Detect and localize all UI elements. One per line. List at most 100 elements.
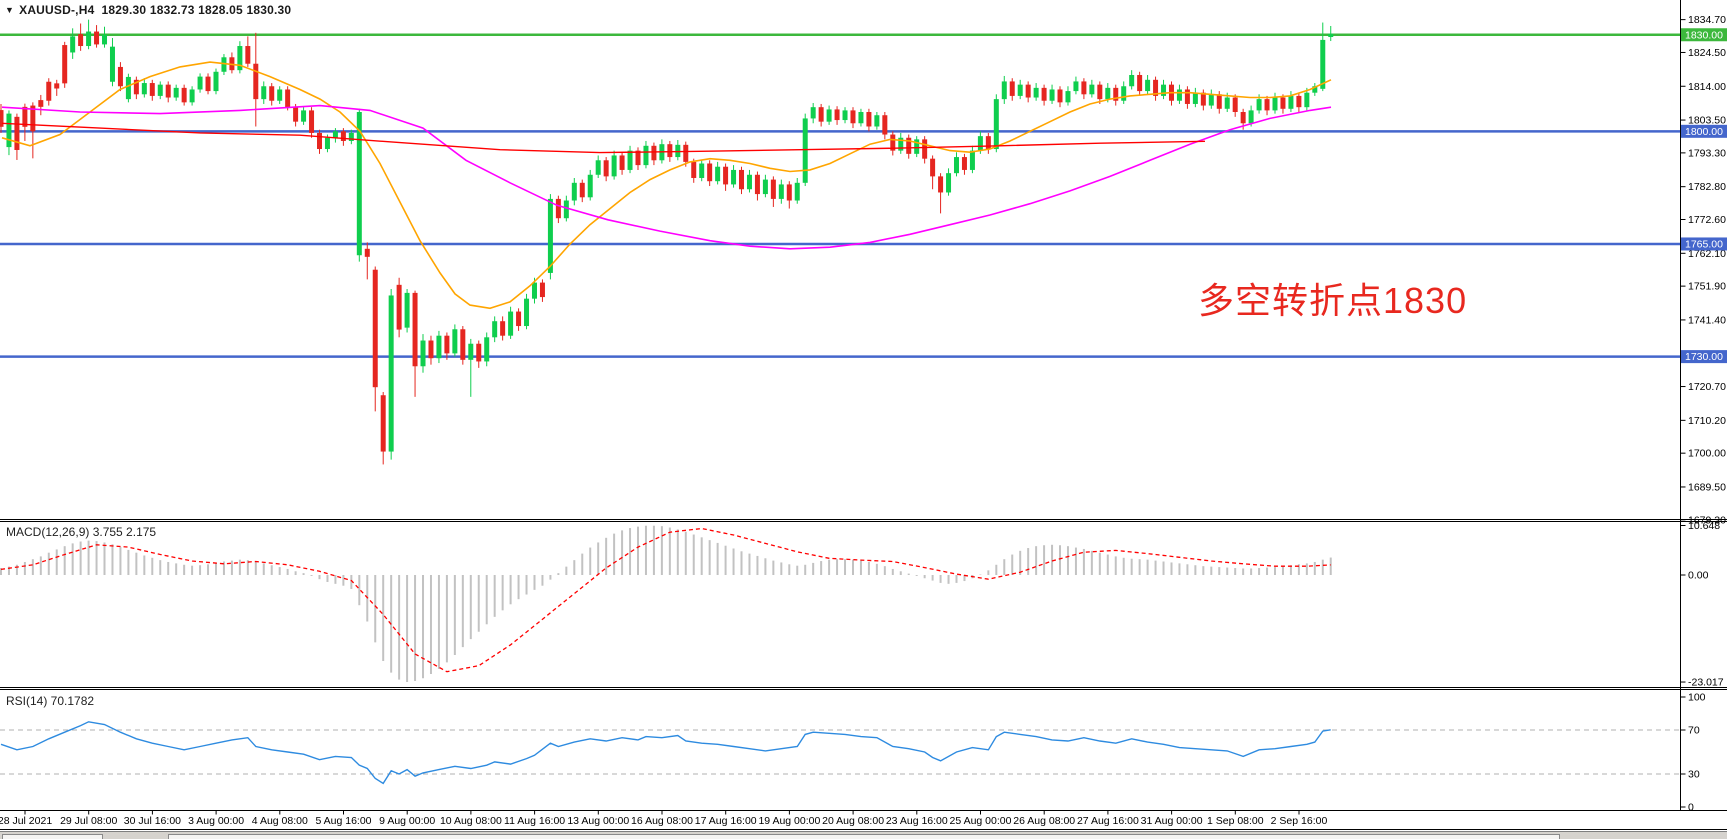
bottom-tab[interactable] [2,834,103,839]
candle-body [14,116,20,150]
candle-body [484,337,490,362]
candle-body [969,150,975,170]
time-axis-label: 31 Aug 00:00 [1141,815,1203,827]
time-axis-label: 1 Sep 08:00 [1207,815,1264,827]
candle-body [1264,99,1270,111]
price-axis-label: 1824.50 [1688,47,1726,59]
symbol-period-label: XAUUSD-,H4 [19,3,95,17]
candle-body [954,157,959,174]
bottom-tab-strip [0,831,1727,839]
candle-body [173,87,179,98]
candle-body [794,182,800,201]
candle-body [213,71,219,92]
candle-body [38,100,44,107]
ma-line-magenta [1,104,1332,250]
candle-body [977,136,983,151]
candle-body [826,109,832,122]
candle-body [555,198,561,219]
rsi-panel: 100 70 30 0 [0,692,1706,814]
price-level-badge [1681,124,1727,138]
candle-body [1328,33,1334,38]
candle-body [715,166,721,182]
candle-body [508,311,514,336]
time-axis[interactable]: 28 Jul 2021 29 Jul 08:00 30 Jul 16:00 3 Aug… [0,810,1327,828]
candle-body [1240,112,1246,124]
candle-body [46,81,52,101]
price-level-badge-label: 1765.00 [1685,238,1723,250]
chart-annotation-text[interactable]: 多空转折点1830 [1198,280,1468,321]
candle-body [412,292,418,367]
candle-body [802,118,808,183]
candle-body [197,76,203,90]
price-axis-label: 1772.60 [1688,214,1726,226]
price-axis-label: 1762.10 [1688,248,1726,260]
time-axis-label: 13 Aug 00:00 [567,815,629,827]
candle-body [6,113,12,148]
candle-body [1065,91,1071,103]
time-axis-label: 26 Aug 08:00 [1013,815,1075,827]
candle-body [683,144,689,162]
candle-body [1232,97,1238,113]
candle-body [619,155,625,170]
price-axis-label: 1679.30 [1688,514,1726,526]
candle-body [109,46,115,82]
price-axis[interactable]: 1834.70 1824.50 1814.00 1803.50 1793.30 1782.… [1680,14,1727,526]
rsi-axis-label: 70 [1688,725,1700,737]
candle-body [1192,92,1198,104]
candle-body [1073,81,1079,92]
candle-body [539,282,545,298]
candle-body [516,311,522,327]
candle-body [1145,79,1151,92]
candle-body [1320,39,1326,89]
candle-body [309,110,315,133]
horizontal-level-lines [0,33,1680,358]
candle-body [587,174,593,198]
candles-layer [0,19,1334,465]
candle-body [157,84,163,96]
candle-body [1153,79,1159,96]
candle-body [643,145,649,166]
candle-body [1184,89,1190,104]
candle-body [922,139,928,159]
candle-body [436,335,442,359]
candle-body [86,31,92,47]
candle-body [882,115,888,135]
time-axis-label: 17 Aug 16:00 [695,815,757,827]
bottom-tab[interactable] [168,834,1560,839]
time-axis-label: 11 Aug 16:00 [504,815,565,827]
candle-body [1176,89,1182,101]
candle-body [635,150,641,166]
candle-body [1009,81,1015,96]
candle-body [404,292,410,328]
candle-body [428,340,434,359]
rsi-axis-label: 100 [1688,692,1706,704]
candle-body [611,155,617,177]
candle-body [818,107,824,122]
price-axis-label: 1782.80 [1688,181,1726,193]
candle-body [452,329,458,354]
candle-body [786,184,792,201]
candle-body [340,131,346,141]
candle-body [1137,74,1143,92]
time-axis-label: 23 Aug 16:00 [886,815,948,827]
candle-body [930,158,936,177]
candle-body [754,174,760,195]
candle-body [810,107,816,119]
candle-body [181,87,187,103]
symbol-dropdown-icon[interactable]: ▼ [5,5,15,15]
time-axis-label: 3 Aug 00:00 [188,815,244,827]
candle-body [492,321,498,338]
candle-body [1224,97,1230,109]
candle-body [731,169,737,185]
price-level-badge-label: 1800.00 [1685,126,1723,138]
candle-body [842,110,848,121]
candle-body [1049,89,1055,101]
candle-body [627,150,633,170]
price-axis-label: 1793.30 [1688,147,1726,159]
candle-body [269,86,275,101]
candle-body [1256,99,1262,111]
rsi-line [0,721,1331,785]
candle-body [746,174,752,190]
rsi-axis-label: 30 [1688,769,1700,781]
